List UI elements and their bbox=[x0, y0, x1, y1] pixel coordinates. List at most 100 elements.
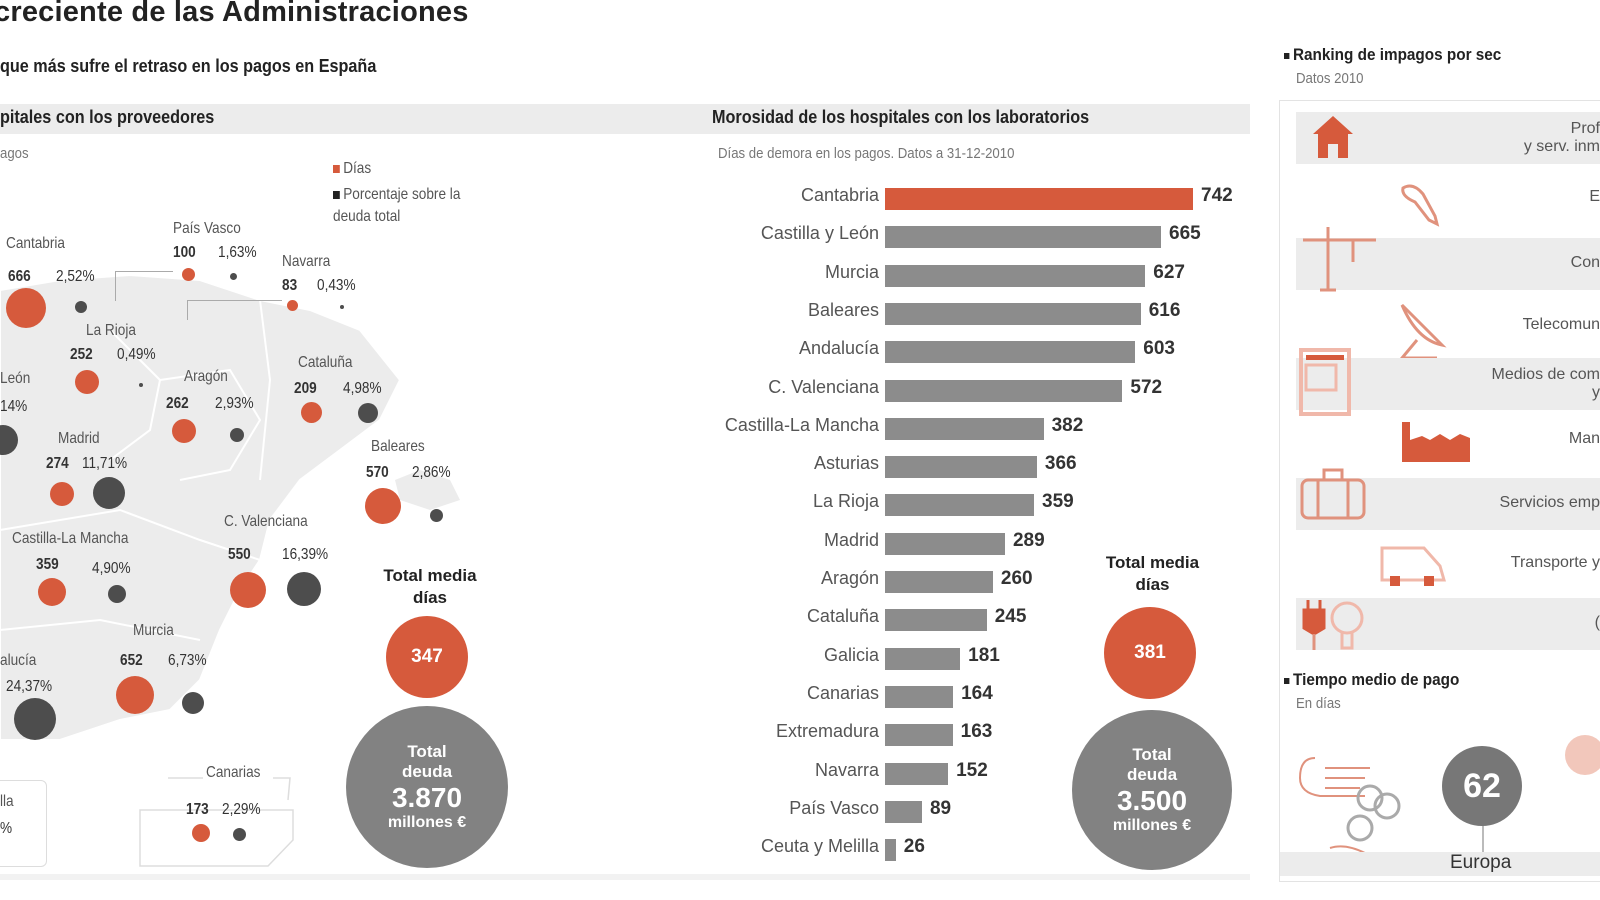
percent-dot bbox=[233, 828, 246, 841]
region-pct-la-rioja: 0,49% bbox=[117, 346, 156, 363]
region-pct-c-valenciana: 16,39% bbox=[282, 546, 329, 563]
ranking-row: Medios de com y bbox=[1296, 358, 1600, 410]
bar-row: Madrid 289 bbox=[700, 525, 1260, 563]
days-dot bbox=[192, 824, 210, 842]
labs-note: Días de demora en los pagos. Datos a 31-… bbox=[718, 145, 1015, 162]
bar-row: Aragón 260 bbox=[700, 563, 1260, 601]
bar-category-label: Canarias bbox=[806, 682, 879, 703]
bar-row: Castilla y León 665 bbox=[700, 218, 1260, 256]
payment-baseline bbox=[1280, 852, 1600, 876]
bar bbox=[885, 302, 1141, 325]
percent-dot bbox=[139, 383, 143, 387]
bar-row: Canarias 164 bbox=[700, 678, 1260, 716]
region-label-baleares: Baleares bbox=[371, 438, 425, 455]
ranking-label: Man bbox=[1568, 430, 1600, 447]
bar bbox=[885, 494, 1035, 517]
ranking-label: Servicios emp bbox=[1499, 494, 1600, 511]
bar-row: Galicia 181 bbox=[700, 640, 1260, 678]
bar-row: Navarra 152 bbox=[700, 755, 1260, 793]
plug-bulb-icon bbox=[1302, 598, 1372, 658]
region-pct-murcia: 6,73% bbox=[168, 652, 207, 669]
bar-row: La Rioja 359 bbox=[700, 486, 1260, 524]
bar-category-label: C. Valenciana bbox=[768, 376, 879, 397]
region-label-andalucia: alucía bbox=[0, 652, 37, 669]
region-pct-cantabria: 2,52% bbox=[56, 268, 95, 285]
region-pct-navarra: 0,43% bbox=[317, 277, 356, 294]
days-dot bbox=[182, 268, 195, 281]
region-label-aragon: Aragón bbox=[184, 368, 228, 385]
right-panel-frame bbox=[1279, 100, 1600, 882]
region-days-la-rioja: 252 bbox=[70, 346, 93, 363]
ceuta-melilla-inset bbox=[0, 780, 47, 867]
ranking-label: Medios de com y bbox=[1491, 366, 1600, 401]
canarias-inset bbox=[139, 777, 294, 867]
percent-dot bbox=[14, 698, 56, 740]
connector-line bbox=[115, 271, 116, 301]
bar bbox=[885, 571, 993, 593]
spain-map bbox=[0, 273, 460, 741]
region-pct-andalucia: 24,37% bbox=[6, 678, 53, 695]
providers-total-days-circle: 347 bbox=[386, 616, 468, 698]
days-dot bbox=[38, 578, 66, 606]
labs-total-days-circle: 381 bbox=[1104, 607, 1196, 699]
bar-category-label: Murcia bbox=[824, 261, 879, 282]
bar-value-label: 89 bbox=[929, 797, 952, 819]
percent-dot bbox=[108, 585, 126, 603]
bar-row: Asturias 366 bbox=[700, 448, 1260, 486]
briefcase-icon bbox=[1298, 466, 1368, 526]
days-dot bbox=[365, 488, 401, 524]
labs-bar-chart: Cantabria 742 Castilla y León 665 Murcia 627 B… bbox=[700, 180, 1260, 870]
bar-value-label: 382 bbox=[1051, 414, 1084, 436]
bar bbox=[885, 341, 1136, 364]
region-pct-castilla-la-mancha: 4,90% bbox=[92, 560, 131, 577]
region-days-pais-vasco: 100 bbox=[173, 244, 196, 261]
bar-row: País Vasco 89 bbox=[700, 793, 1260, 831]
bar-value-label: 627 bbox=[1153, 261, 1185, 283]
bar bbox=[885, 724, 953, 747]
legend-swatch-percent bbox=[333, 190, 340, 199]
region-label-leon: León bbox=[0, 370, 31, 387]
bar bbox=[885, 379, 1123, 402]
region-pct-leon: 14% bbox=[0, 398, 28, 415]
bar-category-label: La Rioja bbox=[812, 491, 879, 512]
bar-value-label: 164 bbox=[961, 682, 993, 704]
bar-row: Castilla-La Mancha 382 bbox=[700, 410, 1260, 448]
bar-category-label: Madrid bbox=[823, 529, 879, 550]
region-pct-cataluna: 4,98% bbox=[343, 380, 382, 397]
bar-value-label: 603 bbox=[1143, 338, 1175, 360]
labs-total-debt-circle: Total deuda 3.500 millones € bbox=[1072, 710, 1232, 870]
bar-row: Baleares 616 bbox=[700, 295, 1260, 333]
bar-category-label: Cataluña bbox=[806, 606, 879, 627]
ranking-subtitle: Datos 2010 bbox=[1296, 70, 1364, 87]
region-days-c-valenciana: 550 bbox=[228, 546, 251, 563]
days-dot bbox=[75, 370, 99, 394]
bar bbox=[885, 762, 949, 785]
region-label-c-valenciana: C. Valenciana bbox=[224, 513, 308, 530]
ranking-label: Telecomun bbox=[1522, 316, 1600, 333]
bar-row: Ceuta y Melilla 26 bbox=[700, 831, 1260, 869]
percent-dot bbox=[340, 305, 344, 309]
pen-icon bbox=[1395, 180, 1445, 235]
labs-total-days-value: 381 bbox=[1134, 642, 1166, 663]
bar bbox=[885, 264, 1146, 287]
ranking-label: Con bbox=[1570, 254, 1600, 271]
satellite-dish-icon bbox=[1392, 300, 1452, 365]
bar-category-label: Andalucía bbox=[798, 338, 879, 359]
labs-total-days-label: Total media días bbox=[1105, 553, 1200, 594]
region-days-canarias: 173 bbox=[186, 801, 209, 818]
region-label-cantabria: Cantabria bbox=[6, 235, 65, 252]
bar-value-label: 366 bbox=[1044, 453, 1077, 475]
payment-title: Tiempo medio de pago bbox=[1284, 670, 1459, 690]
payment-days-europa: 62 bbox=[1463, 766, 1501, 805]
region-pct-baleares: 2,86% bbox=[412, 464, 451, 481]
providers-note: agos bbox=[0, 145, 29, 162]
bar-value-label: 742 bbox=[1201, 185, 1233, 206]
bar-value-label: 665 bbox=[1169, 223, 1201, 245]
region-pct-pais-vasco: 1,63% bbox=[218, 244, 257, 261]
providers-total-debt-circle: Total deuda 3.870 millones € bbox=[346, 706, 508, 868]
bar-category-label: Castilla-La Mancha bbox=[724, 414, 879, 435]
days-dot bbox=[301, 402, 322, 423]
providers-total-debt-unit: millones € bbox=[387, 814, 467, 831]
region-label-murcia: Murcia bbox=[133, 622, 174, 639]
days-dot bbox=[116, 676, 154, 714]
